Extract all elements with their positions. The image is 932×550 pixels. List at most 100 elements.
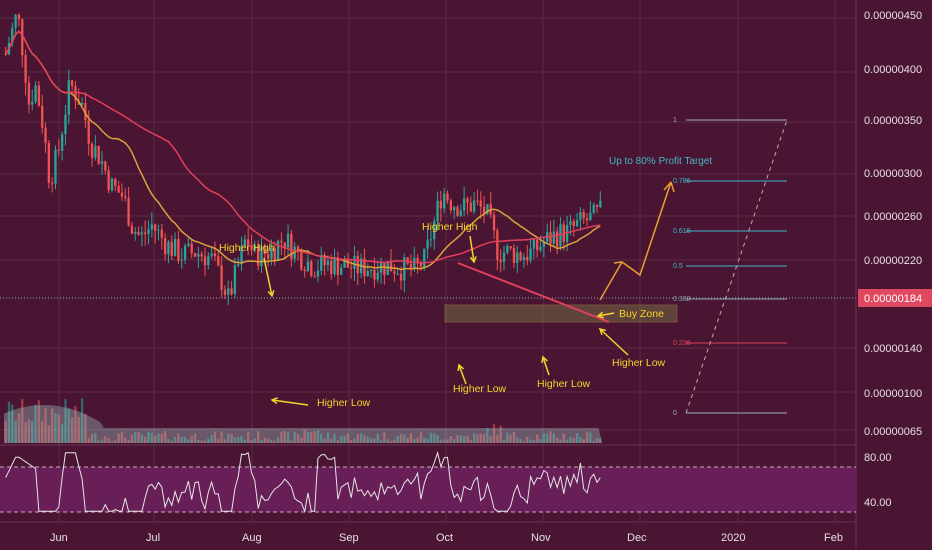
- candle-body: [134, 231, 137, 234]
- candle-body: [469, 202, 472, 212]
- candle-body: [167, 241, 170, 255]
- candle-body: [522, 256, 526, 260]
- month-tick: Sep: [339, 532, 359, 544]
- volume-bar: [423, 437, 426, 443]
- volume-bar: [173, 437, 177, 443]
- volume-bar: [240, 435, 243, 443]
- higher-low-4-arrow-head: [598, 327, 607, 335]
- volume-bar: [396, 436, 399, 443]
- volume-bar: [539, 439, 542, 443]
- volume-bar: [492, 424, 496, 443]
- candle-body: [104, 161, 107, 171]
- higher-high-2-arrow: [469, 235, 475, 263]
- volume-bar: [369, 438, 373, 443]
- candle-body: [47, 142, 51, 183]
- candle-body: [413, 257, 416, 270]
- candle-body: [290, 233, 293, 259]
- candle-body: [330, 260, 333, 275]
- candle-body: [57, 149, 60, 151]
- month-tick: Nov: [531, 532, 551, 544]
- annotations: Higher High Higher High Higher Low Highe…: [219, 156, 712, 409]
- drawings: [263, 181, 678, 406]
- volume-bar: [90, 434, 94, 443]
- volume-bar: [373, 438, 376, 443]
- candle-body: [154, 224, 157, 231]
- candle-body: [439, 200, 443, 209]
- volume-bar: [453, 439, 456, 443]
- candle-body: [124, 196, 127, 199]
- price-tick: 0.00000350: [864, 115, 922, 127]
- projection-arrowhead: [670, 181, 675, 193]
- volume-bar: [37, 400, 41, 443]
- candle-body: [502, 252, 506, 262]
- price-tick: 0.00000450: [864, 10, 922, 22]
- volume-bar: [439, 439, 443, 443]
- candle-body: [376, 272, 379, 280]
- month-tick: Oct: [436, 532, 453, 544]
- candle-body: [369, 269, 373, 272]
- time-axis[interactable]: Jun Jul Aug Sep Oct Nov Dec 2020 Feb: [50, 532, 843, 544]
- candle-body: [280, 240, 283, 243]
- volume-bar: [217, 438, 220, 443]
- volume-bar: [7, 401, 11, 443]
- candle-body: [14, 14, 17, 28]
- candle-body: [383, 262, 386, 275]
- annotation-profit-target: Up to 80% Profit Target: [609, 156, 712, 167]
- volume-bar: [4, 420, 7, 443]
- volume-bar: [409, 433, 413, 443]
- candle-body: [187, 243, 190, 246]
- candle-body: [536, 239, 539, 251]
- candle-body: [459, 210, 462, 216]
- volume-bar: [569, 436, 572, 443]
- volume-bar: [183, 436, 187, 443]
- month-tick: Feb: [824, 532, 843, 544]
- candle-body: [559, 224, 562, 247]
- volume-bar: [336, 440, 340, 443]
- volume-bar: [393, 439, 396, 443]
- higher-high-1-arrow: [263, 257, 273, 297]
- candle-body: [250, 245, 253, 250]
- volume-bar: [104, 436, 107, 443]
- volume-bar: [286, 431, 290, 443]
- candle-body: [300, 251, 303, 270]
- volume-bar: [363, 435, 366, 443]
- rsi-band: [0, 467, 856, 512]
- candle-body: [276, 240, 280, 261]
- fib-level-label: 0.786: [673, 178, 691, 185]
- volume-bar: [180, 437, 183, 443]
- candle-body: [313, 275, 316, 277]
- candle-body: [306, 261, 310, 272]
- higher-high-2-arrow-head: [469, 256, 477, 264]
- candle-body: [529, 248, 532, 261]
- candle-body: [479, 200, 482, 207]
- candle-body: [310, 261, 313, 276]
- candle-body: [456, 207, 459, 216]
- candle-body: [94, 146, 97, 158]
- price-axis[interactable]: 0.00000450 0.00000400 0.00000350 0.00000…: [858, 10, 932, 509]
- volume-bar: [346, 433, 350, 443]
- candle-body: [110, 178, 114, 191]
- volume-bar: [190, 435, 193, 443]
- candle-body: [17, 14, 21, 20]
- fib-level-label: 0.5: [673, 263, 683, 270]
- volume-bar: [542, 433, 546, 443]
- volume-bar: [293, 431, 296, 443]
- volume-bar: [193, 433, 197, 443]
- candle-body: [44, 127, 47, 143]
- candle-body: [80, 102, 84, 105]
- volume-bar: [509, 434, 512, 443]
- candle-body: [140, 232, 144, 235]
- candle-body: [24, 55, 27, 83]
- candle-body: [555, 231, 559, 247]
- candle-body: [117, 185, 120, 193]
- volume-bar: [585, 431, 589, 443]
- volume-bar: [536, 434, 539, 443]
- candle-body: [270, 247, 273, 259]
- volume-bar: [70, 417, 74, 443]
- higher-low-2-arrow: [458, 364, 467, 385]
- candle-body: [64, 114, 67, 135]
- price-tick: 0.00000140: [864, 343, 922, 355]
- candle-body: [353, 255, 356, 269]
